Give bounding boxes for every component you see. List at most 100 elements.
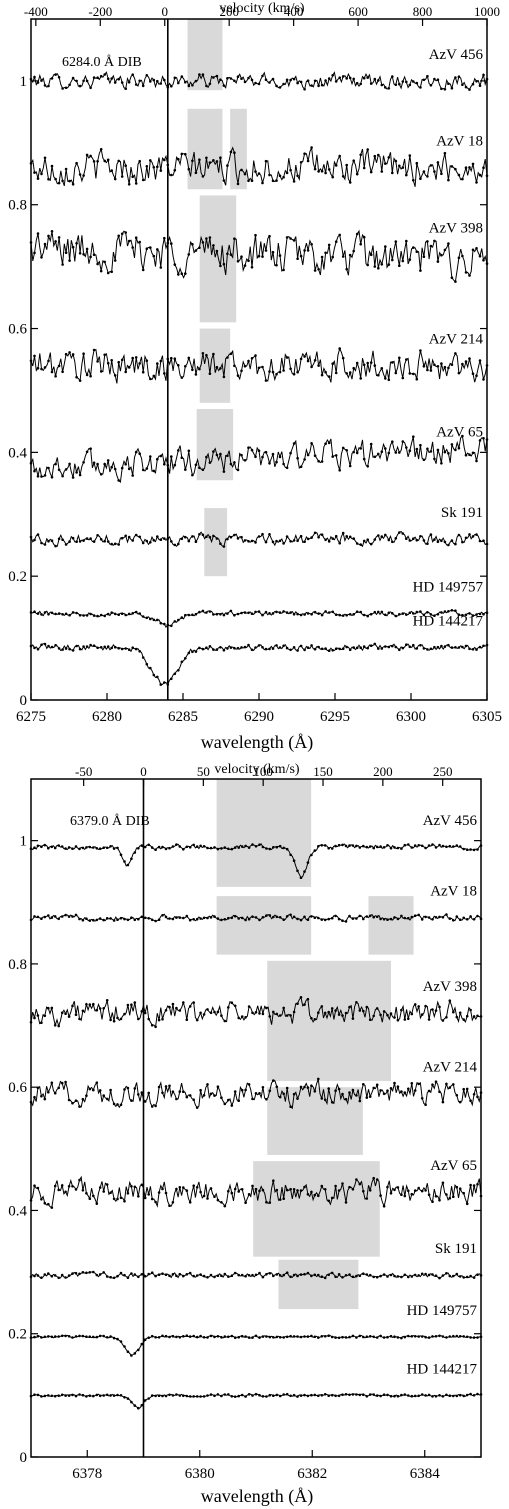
data-point <box>117 543 120 546</box>
data-point <box>359 610 363 614</box>
data-point <box>299 1189 303 1192</box>
data-point <box>133 1087 137 1090</box>
data-point <box>278 646 282 649</box>
data-point <box>368 1189 372 1192</box>
data-point <box>219 156 222 159</box>
data-point <box>379 1013 382 1017</box>
data-point <box>429 613 433 616</box>
data-point <box>455 1185 459 1189</box>
data-point <box>352 537 356 540</box>
data-point <box>166 623 170 627</box>
data-point <box>254 610 257 614</box>
data-point <box>372 1176 376 1180</box>
data-point <box>372 1335 376 1339</box>
data-point <box>445 1082 448 1086</box>
data-point <box>61 179 64 183</box>
data-point <box>338 347 342 350</box>
data-point <box>180 456 184 460</box>
data-point <box>205 237 208 240</box>
data-point <box>289 853 292 857</box>
data-point <box>164 1334 168 1338</box>
data-point <box>417 1394 421 1398</box>
data-point <box>462 1335 466 1338</box>
data-point <box>436 540 440 544</box>
data-point <box>74 1188 78 1191</box>
data-point <box>362 235 366 239</box>
data-point <box>382 1273 386 1276</box>
data-point <box>476 1014 479 1018</box>
data-point <box>313 454 317 458</box>
data-point <box>261 181 264 185</box>
data-point <box>261 613 264 617</box>
data-point <box>317 1194 320 1198</box>
data-point <box>254 1187 258 1191</box>
data-point <box>233 151 236 154</box>
data-point <box>254 1011 258 1014</box>
data-point <box>61 87 64 90</box>
data-point <box>382 1336 386 1339</box>
data-point <box>191 368 194 372</box>
data-point <box>222 545 226 548</box>
spectrum-points <box>29 230 489 283</box>
data-point <box>413 1003 417 1006</box>
data-point <box>161 1091 164 1095</box>
data-point <box>247 446 250 450</box>
data-point <box>40 255 43 259</box>
data-point <box>282 1336 286 1339</box>
data-point <box>282 462 285 466</box>
data-point <box>275 610 278 614</box>
data-point <box>257 610 261 613</box>
series-label: AzV 214 <box>429 332 484 348</box>
data-point <box>386 1393 389 1397</box>
data-point <box>448 1086 452 1089</box>
data-point <box>195 1395 199 1398</box>
data-point <box>289 78 292 82</box>
data-point <box>227 847 230 851</box>
y-tick-label: 1 <box>20 834 28 850</box>
data-point <box>365 1273 369 1276</box>
data-point <box>313 1018 317 1021</box>
data-point <box>306 537 310 541</box>
data-point <box>464 166 468 169</box>
data-point <box>331 255 335 259</box>
data-point <box>88 1271 92 1274</box>
data-point <box>149 246 152 249</box>
data-point <box>131 356 134 360</box>
data-point <box>237 1273 240 1277</box>
data-point <box>81 1271 85 1274</box>
data-point <box>71 245 75 249</box>
data-point <box>88 1335 92 1338</box>
data-point <box>257 82 261 86</box>
data-point <box>415 610 419 614</box>
data-point <box>471 648 475 651</box>
data-point <box>64 167 68 171</box>
data-point <box>213 1335 216 1339</box>
data-point <box>236 260 240 263</box>
data-point <box>229 77 233 80</box>
data-point <box>159 169 163 172</box>
data-point <box>182 1274 185 1278</box>
x2-tick-label: 1000 <box>474 4 500 19</box>
data-point <box>377 373 380 377</box>
data-point <box>53 1184 57 1188</box>
data-point <box>98 1186 102 1189</box>
data-point <box>202 1013 206 1016</box>
data-point <box>47 846 50 850</box>
data-point <box>352 613 356 616</box>
data-point <box>436 365 440 368</box>
data-point <box>472 848 476 852</box>
data-point <box>243 459 247 462</box>
data-point <box>341 1092 344 1096</box>
data-point <box>170 84 173 88</box>
data-point <box>478 254 482 258</box>
x2-tick-label: -200 <box>88 4 112 19</box>
data-point <box>85 1094 88 1097</box>
data-point <box>152 469 156 473</box>
data-point <box>192 843 195 847</box>
data-point <box>147 1017 150 1021</box>
x2-tick-label: 150 <box>313 764 333 779</box>
data-point <box>134 236 138 239</box>
top-axis-title: velocity (km/s) <box>214 762 299 777</box>
data-point <box>68 540 71 543</box>
data-point <box>352 450 356 454</box>
